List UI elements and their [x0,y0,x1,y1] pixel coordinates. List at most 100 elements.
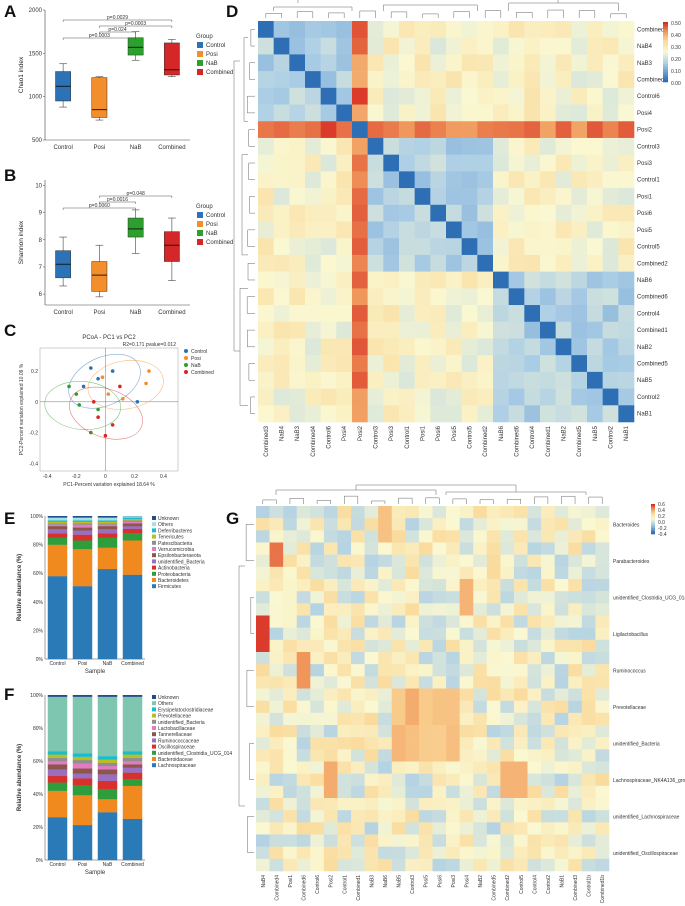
col-label: NaB2 [478,875,484,888]
heatmap-cell [430,87,447,105]
heatmap-cell [258,355,274,373]
confidence-ellipse-Control [68,353,141,409]
heatmap-cell [618,87,635,105]
legend-swatch-Tenericutes [152,534,156,539]
pvalue-label: p=0.0060 [89,203,110,209]
heatmap-cell [296,798,311,811]
heatmap-cell [351,810,365,823]
heatmap-cell [581,579,596,592]
heatmap-cell [473,603,488,616]
heatmap-cell [269,822,284,835]
heatmap-cell [581,749,596,762]
legend-label-Bacteroidetes: Bacteroidetes [158,578,189,584]
heatmap-cell [405,639,420,653]
heatmap-cell [461,188,478,206]
heatmap-cell [296,639,311,653]
heatmap-cell [500,688,515,701]
heatmap-cell [477,121,494,139]
legend-swatch-Oscillospiraceae [152,744,156,749]
heatmap-cell [587,221,603,239]
heatmap-cell [305,388,321,406]
heatmap-cell [414,221,431,239]
bar-segment-Epsilonbacteraeota [47,526,68,530]
heatmap-cell [581,773,596,787]
legend-label-Deferribacteres: Deferribacteres [158,528,193,534]
y-tick-label: 9 [39,211,43,217]
heatmap-cell [430,171,447,189]
heatmap-cell [296,761,311,774]
heatmap-cell [446,858,460,872]
heatmap-cell [391,530,406,543]
heatmap-cell [602,104,619,122]
heatmap-cell [289,154,306,172]
heatmap-cell [418,737,433,750]
heatmap-cell [418,506,433,519]
heatmap-cell [414,21,431,39]
heatmap-cell [432,676,447,689]
heatmap-cell [405,822,420,835]
colorbar-segment [663,30,668,33]
heatmap-cell [587,371,603,389]
heatmap-cell [571,154,588,172]
heatmap-cell [571,137,588,155]
heatmap-cell [432,846,447,860]
heatmap-cell [500,627,515,641]
colorbar-segment [663,64,668,67]
heatmap-cell [459,761,474,774]
heatmap-cell [414,254,431,272]
heatmap-cell [473,810,488,823]
heatmap-cell [554,676,569,689]
heatmap-cell [367,221,384,239]
row-label: NaB6 [637,278,653,284]
heatmap-cell [477,321,494,339]
heatmap-cell [541,810,555,823]
row-label: NaB3 [637,61,653,67]
heatmap-cell [323,579,338,592]
heatmap-cell [351,530,365,543]
heatmap-cell [459,858,474,872]
heatmap-cell [283,700,298,714]
heatmap-cell [364,676,379,689]
heatmap-cell [351,676,365,689]
heatmap-cell [524,204,541,222]
heatmap-cell [305,238,321,256]
heatmap-cell [446,188,462,206]
heatmap-cell [587,54,603,72]
legend-swatch-unidentified_Bacteria [152,719,156,724]
heatmap-cell [352,405,368,423]
colorbar-segment [663,34,668,37]
heatmap-cell [459,834,474,847]
bar-segment-unidentified_Bacteria [122,757,143,762]
heatmap-cell [571,171,588,189]
legend-swatch-Epsilonbacteraeota [152,553,156,558]
heatmap-cell [310,664,325,677]
scatter-point-Combined [103,433,108,438]
heatmap-cell [486,785,501,799]
heatmap-cell [461,271,478,289]
heatmap-cell [527,652,542,665]
heatmap-cell [602,371,619,389]
heatmap-cell [508,254,525,272]
scatter-title: PCoA - PC1 vs PC2 [82,335,136,341]
heatmap-cell [527,676,542,689]
heatmap-cell [391,566,406,580]
colorbar-segment [651,519,655,521]
heatmap-cell [446,271,462,289]
heatmap-cell [524,21,541,39]
heatmap-cell [289,305,306,323]
bar-segment-Prevotellaceae [72,756,93,761]
heatmap-cell [378,506,393,519]
heatmap-cell [258,305,274,323]
heatmap-cell [446,627,460,641]
heatmap-cell [446,54,462,72]
heatmap-cell [351,822,365,835]
heatmap-cell [336,171,353,189]
heatmap-cell [486,810,501,823]
heatmap-cell [595,603,610,616]
bar-segment-Tenericutes [97,521,118,524]
heatmap-cell [587,171,603,189]
x-tick-label: Posi [78,661,88,667]
heatmap-cell [310,846,325,860]
heatmap-cell [541,554,555,568]
heatmap-cell [320,288,337,306]
